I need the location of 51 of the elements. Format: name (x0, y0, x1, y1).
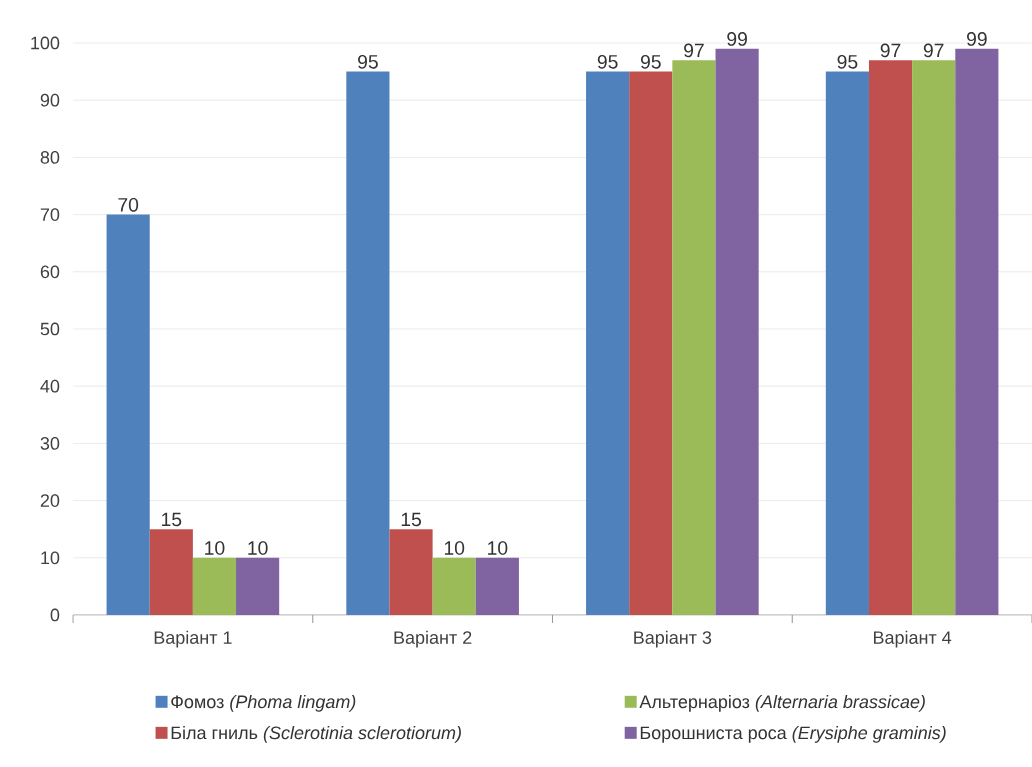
data-label: 97 (684, 43, 704, 58)
bar (236, 557, 280, 615)
bar (868, 60, 913, 615)
bar (192, 557, 237, 615)
data-label: 10 (444, 541, 465, 555)
bar (389, 529, 433, 615)
x-tick-label: Варіант 1 (154, 630, 232, 648)
y-tick-label: 10 (41, 551, 60, 565)
bar (955, 48, 999, 615)
y-tick-label: 60 (40, 265, 60, 279)
data-label: 15 (162, 512, 182, 527)
legend-label: Альтернаріоз (Alternaria brassicae) (639, 694, 925, 712)
y-tick-label: 80 (40, 151, 60, 164)
y-tick-label: 0 (50, 608, 60, 622)
x-tick-label: Варіант 3 (634, 630, 712, 648)
legend-label: Фомоз (Phoma lingam) (171, 694, 356, 712)
data-label: 95 (837, 54, 858, 69)
data-label: 99 (967, 32, 987, 46)
legend-label: Борошниста роса (Erysiphe graminis) (640, 725, 946, 743)
data-label: 10 (205, 541, 225, 555)
bar (475, 557, 519, 615)
y-tick-label: 20 (40, 494, 60, 507)
y-tick-label: 100 (31, 36, 60, 50)
x-tick-label: Варіант 2 (394, 630, 472, 648)
y-tick-label: 90 (40, 93, 60, 107)
data-label: 10 (488, 541, 508, 555)
bar (346, 71, 390, 615)
legend-label: Біла гниль (Sclerotinia sclerotiorum) (171, 725, 461, 743)
bar (586, 71, 630, 615)
data-label: 10 (248, 541, 268, 555)
bar (672, 60, 716, 615)
data-label: 95 (640, 54, 661, 69)
y-tick-label: 30 (40, 437, 60, 450)
data-label: 97 (923, 43, 944, 58)
data-label: 99 (727, 32, 747, 46)
data-label: 95 (358, 54, 378, 69)
data-label: 97 (880, 43, 901, 58)
bar (715, 48, 759, 615)
bar (912, 60, 956, 615)
bar (149, 529, 193, 615)
data-label: 95 (597, 54, 618, 69)
bar (106, 214, 150, 615)
data-label: 70 (118, 197, 139, 212)
bar (825, 71, 869, 615)
y-tick-label: 40 (40, 379, 60, 393)
data-label: 15 (401, 512, 421, 527)
y-tick-label: 50 (40, 322, 60, 336)
x-tick-label: Варіант 4 (873, 630, 952, 648)
bar (629, 71, 673, 615)
y-tick-label: 70 (40, 208, 60, 221)
bar (432, 557, 476, 615)
